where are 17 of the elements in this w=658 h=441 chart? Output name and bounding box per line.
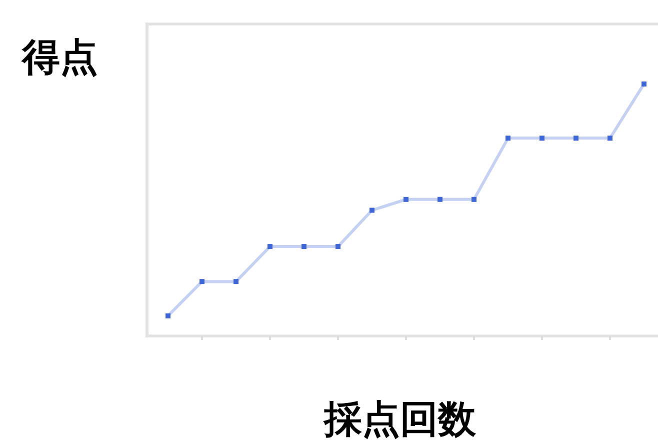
point [234,279,238,284]
point [574,136,578,141]
y-axis-title: 得点 [21,35,98,79]
x-axis-title: 採点回数 [323,397,477,441]
point [642,82,646,86]
point [404,196,408,202]
point [438,196,442,202]
point [336,244,340,250]
point [200,279,204,284]
point [540,136,544,141]
point [472,196,476,202]
point [506,136,510,141]
point [302,244,306,250]
point [370,208,374,213]
point [268,244,272,250]
point [608,136,612,141]
point [166,313,170,318]
